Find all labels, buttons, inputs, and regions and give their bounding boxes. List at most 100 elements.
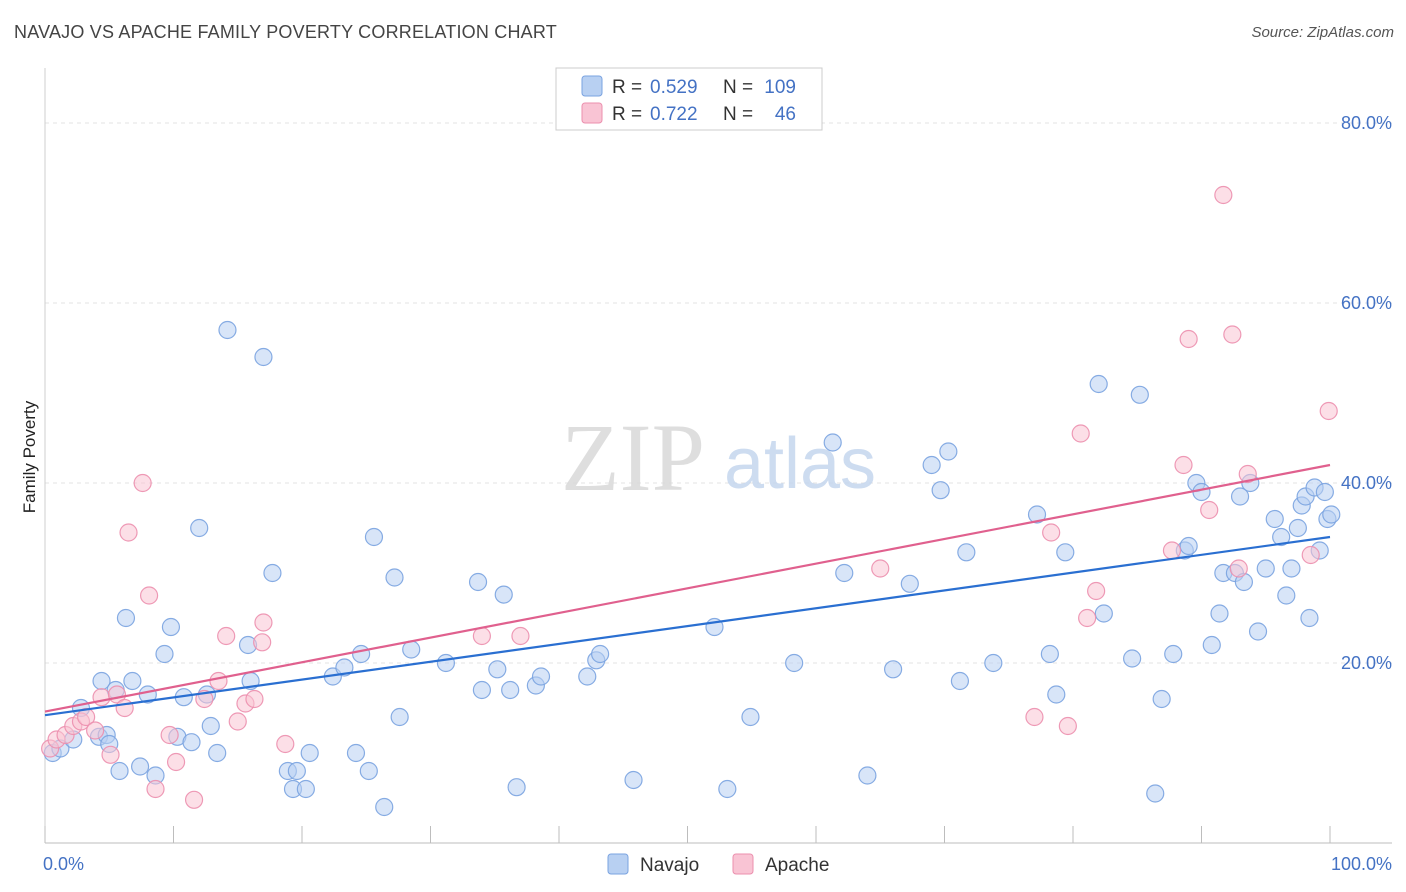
data-point-apache xyxy=(1229,559,1248,578)
data-point-navajo xyxy=(296,779,315,799)
watermark: ZIP atlas xyxy=(561,404,876,511)
data-point-navajo xyxy=(364,527,384,547)
data-point-apache xyxy=(254,613,273,632)
data-point-apache xyxy=(228,712,247,731)
legend-n-value-apache: 46 xyxy=(775,104,796,125)
chart-title: NAVAJO VS APACHE FAMILY POVERTY CORRELAT… xyxy=(14,22,557,42)
data-point-navajo xyxy=(835,563,854,583)
data-point-navajo xyxy=(1152,689,1171,709)
data-point-navajo xyxy=(385,568,404,587)
data-point-navajo xyxy=(1040,644,1059,664)
data-point-navajo xyxy=(785,653,804,673)
data-point-apache xyxy=(139,586,159,605)
watermark-atlas: atlas xyxy=(724,424,876,504)
x-tick-label-end: 100.0% xyxy=(1331,854,1392,874)
y-tick-label: 80.0% xyxy=(1341,113,1392,133)
data-point-navajo xyxy=(1146,784,1165,803)
data-point-navajo xyxy=(1192,482,1211,502)
data-point-apache xyxy=(86,721,105,740)
data-point-navajo xyxy=(1300,608,1319,628)
legend-r-label-navajo: R = xyxy=(612,77,642,98)
legend-r-value-navajo: 0.529 xyxy=(650,77,698,98)
data-point-navajo xyxy=(957,543,976,562)
data-point-navajo xyxy=(472,680,491,700)
data-point-apache xyxy=(1200,500,1219,520)
data-point-apache xyxy=(1301,545,1320,565)
data-point-navajo xyxy=(1256,559,1275,578)
legend-n-label-navajo: N = xyxy=(723,77,753,98)
data-point-navajo xyxy=(155,644,174,664)
data-point-navajo xyxy=(507,778,526,797)
data-point-navajo xyxy=(218,320,237,340)
data-point-navajo xyxy=(624,770,643,790)
data-point-navajo xyxy=(1272,527,1291,547)
data-point-navajo xyxy=(501,680,520,700)
data-point-navajo xyxy=(1202,635,1221,655)
data-point-navajo xyxy=(182,733,201,752)
series-legend: Navajo Apache xyxy=(607,853,829,876)
y-axis-label: Family Poverty xyxy=(20,400,39,513)
data-point-navajo xyxy=(883,660,903,679)
data-point-navajo xyxy=(1123,649,1142,668)
data-point-apache xyxy=(166,752,186,772)
data-point-navajo xyxy=(346,743,366,763)
data-point-navajo xyxy=(1210,604,1229,623)
data-point-navajo xyxy=(1288,518,1307,538)
data-point-apache xyxy=(184,790,204,809)
tick-labels: 20.0% 40.0% 60.0% 80.0% 0.0% 100.0% xyxy=(43,113,1392,874)
data-point-apache xyxy=(1319,401,1338,421)
data-point-navajo xyxy=(741,707,760,727)
data-point-navajo xyxy=(359,761,378,781)
legend-n-label-apache: N = xyxy=(723,104,753,125)
correlation-legend: R = 0.529 N = 109 R = 0.722 N = 46 xyxy=(555,67,823,131)
data-point-navajo xyxy=(130,757,150,776)
data-point-navajo xyxy=(858,766,877,785)
data-point-apache xyxy=(160,725,179,745)
data-point-navajo xyxy=(468,572,488,592)
data-point-apache xyxy=(115,698,134,718)
data-point-navajo xyxy=(254,347,273,367)
data-point-navajo xyxy=(110,761,129,781)
series-legend-label-apache: Apache xyxy=(765,855,829,876)
grid-lines xyxy=(45,122,1392,664)
data-point-apache xyxy=(1162,541,1182,560)
data-point-navajo xyxy=(1179,536,1198,556)
data-point-apache xyxy=(1087,581,1106,601)
data-point-navajo xyxy=(201,716,220,736)
data-point-apache xyxy=(253,633,272,652)
data-point-apache xyxy=(276,734,295,754)
data-point-apache xyxy=(1058,716,1077,736)
data-point-navajo xyxy=(116,608,136,628)
data-point-apache xyxy=(119,523,138,542)
data-point-navajo xyxy=(1265,509,1284,529)
data-point-navajo xyxy=(1089,374,1108,394)
data-point-navajo xyxy=(718,779,737,799)
data-point-apache xyxy=(217,626,236,646)
data-point-apache xyxy=(1223,325,1242,344)
data-point-navajo xyxy=(1047,685,1066,704)
data-point-apache xyxy=(146,779,165,799)
data-point-navajo xyxy=(578,667,597,686)
y-tick-label: 60.0% xyxy=(1341,293,1392,313)
data-point-navajo xyxy=(531,667,551,686)
data-point-navajo xyxy=(950,671,970,691)
data-point-navajo xyxy=(1230,487,1250,506)
data-point-navajo xyxy=(436,653,456,673)
legend-n-value-navajo: 109 xyxy=(764,77,796,98)
data-point-apache xyxy=(511,626,530,646)
data-point-navajo xyxy=(1164,644,1183,664)
trend-line-apache xyxy=(44,463,1331,713)
data-point-navajo xyxy=(488,660,507,679)
data-point-navajo xyxy=(823,433,842,452)
data-point-navajo xyxy=(352,644,371,664)
data-point-apache xyxy=(1071,424,1090,443)
data-point-apache xyxy=(1078,608,1097,628)
data-point-navajo xyxy=(1094,604,1113,623)
data-point-apache xyxy=(245,689,264,709)
data-point-navajo xyxy=(1282,559,1301,578)
data-point-navajo xyxy=(931,481,950,500)
data-point-navajo xyxy=(939,442,958,461)
legend-swatch-navajo xyxy=(581,75,603,97)
data-point-navajo xyxy=(1248,622,1268,641)
series-legend-swatch-apache xyxy=(732,853,754,875)
